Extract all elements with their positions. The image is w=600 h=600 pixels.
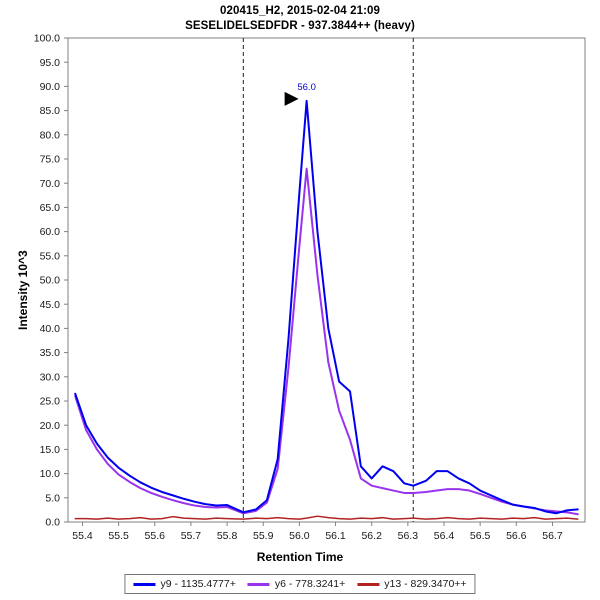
integration-boundary-lines[interactable] (242, 38, 414, 522)
legend-entry-3[interactable]: y13 - 829.3470++ (357, 578, 467, 590)
legend-entry-label: y9 - 1135.4777+ (160, 578, 236, 590)
y-tick-label: 60.0 (40, 226, 61, 238)
legend-entry-label: y6 - 778.3241+ (274, 578, 346, 590)
x-tick-label: 55.9 (253, 530, 274, 542)
x-tick-label: 56.6 (506, 530, 527, 542)
legend-color-swatch (357, 582, 380, 586)
y-tick-label: 55.0 (40, 250, 61, 262)
x-axis-title: Retention Time (256, 550, 344, 564)
plot-border (67, 37, 586, 523)
y-axis-ticks: 0.0 5.0 10.0 15.0 20.0 25.0 30.0 35.0 40.0 45.0 50… (34, 33, 68, 529)
y-axis-title: Intensity 10^3 (16, 250, 30, 330)
y-tick-label: 65.0 (40, 202, 61, 214)
legend-color-swatch (247, 582, 270, 586)
y-tick-label: 100.0 (34, 33, 60, 45)
plot-frame (67, 37, 586, 523)
x-tick-label: 56.3 (398, 530, 419, 542)
x-axis-ticks: 55.4 55.5 55.6 55.7 55.8 55.9 56.0 56.1 56.2 56.3… (72, 522, 563, 542)
peak-label: 56.0 (297, 82, 316, 93)
y-tick-label: 5.0 (45, 492, 60, 504)
x-tick-label: 56.1 (325, 530, 346, 542)
x-tick-label: 55.6 (145, 530, 166, 542)
y-tick-label: 15.0 (40, 444, 61, 456)
x-tick-label: 56.2 (361, 530, 382, 542)
series-line-3 (74, 515, 579, 520)
chart-title-line-2: SESELIDELSEDFDR - 937.3844++ (heavy) (185, 20, 415, 32)
peak-annotation: 56.0 (284, 82, 316, 106)
x-tick-label: 55.7 (181, 530, 202, 542)
x-tick-label: 56.7 (542, 530, 563, 542)
x-tick-label: 55.8 (217, 530, 238, 542)
y-tick-label: 40.0 (40, 323, 61, 335)
legend-entry-label: y13 - 829.3470++ (384, 578, 467, 590)
y-tick-label: 50.0 (40, 275, 61, 287)
y-tick-label: 80.0 (40, 129, 61, 141)
y-tick-label: 20.0 (40, 420, 61, 432)
y-tick-label: 25.0 (40, 396, 61, 408)
chart-title-block: 020415_H2, 2015-02-04 21:09 SESELIDELSED… (0, 4, 600, 34)
x-tick-label: 56.5 (470, 530, 491, 542)
y-tick-label: 90.0 (40, 81, 61, 93)
x-tick-label: 55.4 (72, 530, 93, 542)
y-tick-label: 95.0 (40, 57, 61, 69)
chart-title-line-1: 020415_H2, 2015-02-04 21:09 (220, 5, 380, 17)
y-tick-label: 35.0 (40, 347, 61, 359)
x-tick-label: 56.0 (289, 530, 310, 542)
peak-marker-triangle-icon (284, 91, 299, 106)
y-tick-label: 85.0 (40, 105, 61, 117)
series-line-1 (74, 99, 579, 515)
legend-entry-2[interactable]: y6 - 778.3241+ (247, 578, 346, 590)
x-tick-label: 55.5 (108, 530, 129, 542)
series-paths (74, 99, 579, 520)
y-tick-label: 0.0 (45, 517, 60, 529)
legend: y9 - 1135.4777+ y6 - 778.3241+ y13 - 829.3… (124, 574, 476, 594)
y-tick-label: 75.0 (40, 154, 61, 166)
y-tick-label: 45.0 (40, 299, 61, 311)
x-tick-label: 56.4 (434, 530, 455, 542)
y-tick-label: 30.0 (40, 371, 61, 383)
legend-color-swatch (133, 582, 156, 586)
series-line-2 (74, 167, 579, 516)
legend-entry-1[interactable]: y9 - 1135.4777+ (133, 578, 236, 590)
y-tick-label: 70.0 (40, 178, 61, 190)
y-tick-label: 10.0 (40, 468, 61, 480)
